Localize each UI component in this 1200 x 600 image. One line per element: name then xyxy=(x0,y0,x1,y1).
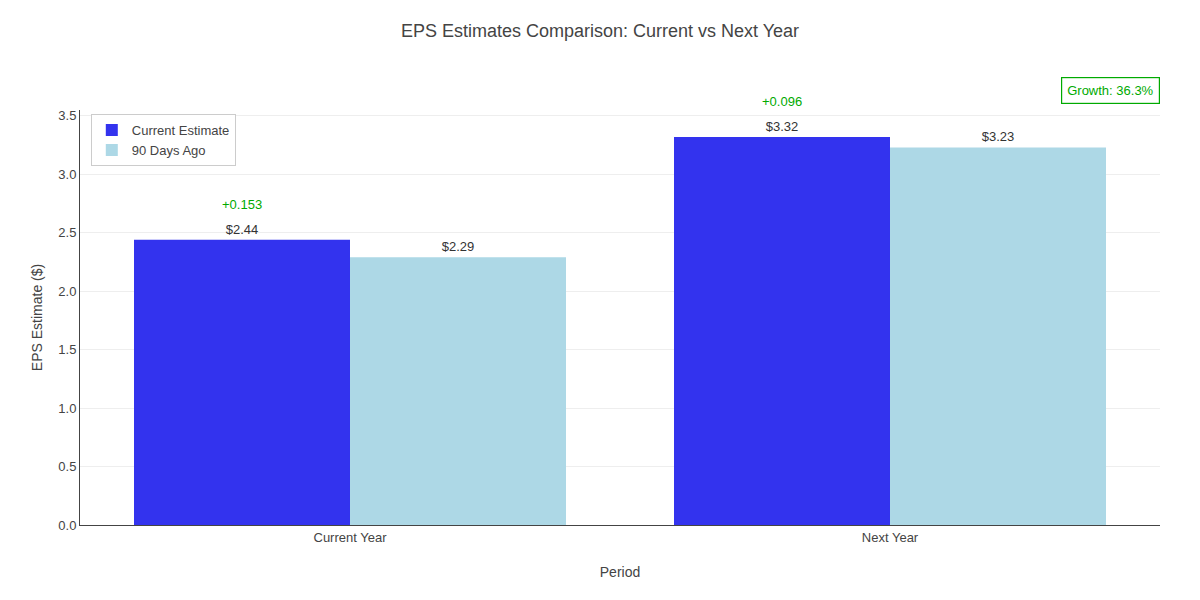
svg-text:+0.153: +0.153 xyxy=(222,197,262,212)
svg-text:$2.29: $2.29 xyxy=(442,239,475,254)
svg-text:3.0: 3.0 xyxy=(58,167,76,182)
svg-text:EPS Estimate ($): EPS Estimate ($) xyxy=(29,264,45,371)
svg-text:$3.23: $3.23 xyxy=(982,129,1015,144)
svg-text:Next Year: Next Year xyxy=(862,530,919,545)
svg-text:$2.44: $2.44 xyxy=(226,222,259,237)
svg-text:90 Days Ago: 90 Days Ago xyxy=(132,143,206,158)
svg-text:2.0: 2.0 xyxy=(58,284,76,299)
svg-text:EPS Estimates Comparison: Curr: EPS Estimates Comparison: Current vs Nex… xyxy=(401,21,799,41)
svg-text:+0.096: +0.096 xyxy=(762,94,802,109)
svg-text:Growth: 36.3%: Growth: 36.3% xyxy=(1067,83,1153,98)
svg-text:1.0: 1.0 xyxy=(58,401,76,416)
svg-text:0.0: 0.0 xyxy=(58,518,76,533)
svg-text:2.5: 2.5 xyxy=(58,225,76,240)
svg-text:0.5: 0.5 xyxy=(58,459,76,474)
svg-text:Period: Period xyxy=(600,564,640,580)
svg-text:$3.32: $3.32 xyxy=(766,119,799,134)
svg-text:Current Estimate: Current Estimate xyxy=(132,123,230,138)
svg-text:3.5: 3.5 xyxy=(58,108,76,123)
svg-text:1.5: 1.5 xyxy=(58,342,76,357)
svg-text:Current Year: Current Year xyxy=(314,530,388,545)
